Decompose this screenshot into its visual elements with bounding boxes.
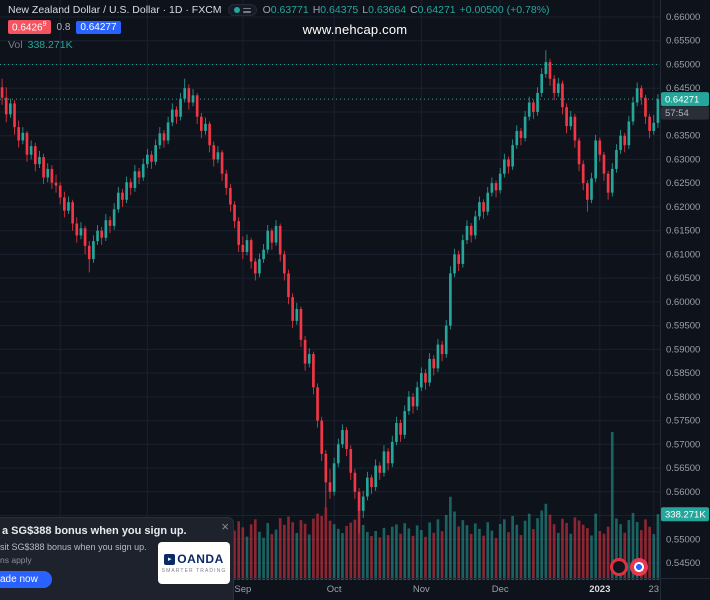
ad-cta-button[interactable]: ade now: [0, 571, 52, 588]
ad-subline: sit SG$388 bonus when you sign up.: [0, 542, 147, 552]
legend-menu-icon: [242, 7, 251, 13]
svg-text:0.63500: 0.63500: [666, 131, 700, 142]
low-label: L: [362, 4, 369, 16]
widget-ring-icon[interactable]: [610, 558, 628, 576]
svg-text:0.64500: 0.64500: [666, 83, 700, 94]
svg-text:0.64271: 0.64271: [665, 95, 699, 106]
symbol-title[interactable]: New Zealand Dollar / U.S. Dollar · 1D · …: [8, 4, 222, 16]
svg-text:0.57000: 0.57000: [666, 439, 700, 450]
close-label: C: [410, 4, 418, 16]
legend-toggle[interactable]: [227, 4, 257, 16]
oanda-logo[interactable]: ▸ OANDA SMARTER TRADING: [158, 542, 230, 584]
close-value: 0.64271: [417, 4, 456, 16]
widget-target-icon[interactable]: [630, 558, 648, 576]
svg-text:0.60000: 0.60000: [666, 297, 700, 308]
ad-banner[interactable]: × a SG$388 bonus when you sign up. sit S…: [0, 517, 234, 600]
low-value: 0.63664: [368, 4, 407, 16]
svg-text:Sep: Sep: [234, 584, 251, 595]
svg-text:2023: 2023: [589, 584, 610, 595]
svg-text:0.65000: 0.65000: [666, 59, 700, 70]
svg-text:0.60500: 0.60500: [666, 273, 700, 284]
svg-text:0.54500: 0.54500: [666, 558, 700, 569]
svg-text:23: 23: [648, 584, 659, 595]
svg-text:0.61000: 0.61000: [666, 249, 700, 260]
chart-legend: New Zealand Dollar / U.S. Dollar · 1D · …: [8, 4, 550, 51]
ad-close-button[interactable]: ×: [221, 519, 229, 534]
ad-terms: ns apply: [0, 555, 32, 565]
open-label: O: [262, 4, 271, 16]
spread-value: 0.8: [56, 21, 71, 33]
svg-text:0.63000: 0.63000: [666, 154, 700, 165]
oanda-brand-text: OANDA: [177, 552, 224, 566]
svg-text:57:54: 57:54: [665, 108, 689, 119]
svg-text:0.66000: 0.66000: [666, 12, 700, 23]
watermark: www.nehcap.com: [302, 22, 408, 37]
svg-text:0.55000: 0.55000: [666, 534, 700, 545]
change-value: +0.00500 (+0.78%): [459, 4, 550, 16]
svg-text:Nov: Nov: [413, 584, 430, 595]
svg-text:Dec: Dec: [492, 584, 509, 595]
bid-superscript: 9: [42, 21, 47, 28]
ad-headline: a SG$388 bonus when you sign up.: [2, 525, 187, 537]
svg-text:0.59000: 0.59000: [666, 344, 700, 355]
svg-text:0.56000: 0.56000: [666, 487, 700, 498]
ohlc-readout: O0.63771 H0.64375 L0.63664 C0.64271 +0.0…: [263, 4, 550, 16]
market-status-icon: [233, 7, 240, 13]
overlay-widgets: [610, 558, 648, 576]
bid-price-badge[interactable]: 0.64269: [8, 20, 51, 35]
svg-text:338.271K: 338.271K: [665, 510, 706, 521]
svg-text:0.58000: 0.58000: [666, 392, 700, 403]
high-value: 0.64375: [320, 4, 359, 16]
oanda-tagline: SMARTER TRADING: [161, 568, 227, 574]
svg-text:0.61500: 0.61500: [666, 226, 700, 237]
volume-label: Vol: [8, 39, 23, 52]
volume-value: 338.271K: [27, 39, 73, 52]
ask-price-badge[interactable]: 0.64277: [76, 20, 121, 34]
svg-text:0.62500: 0.62500: [666, 178, 700, 189]
svg-text:0.56500: 0.56500: [666, 463, 700, 474]
svg-text:0.58500: 0.58500: [666, 368, 700, 379]
oanda-logo-icon: ▸: [164, 553, 176, 565]
open-value: 0.63771: [270, 4, 309, 16]
svg-text:0.59500: 0.59500: [666, 321, 700, 332]
svg-text:0.57500: 0.57500: [666, 416, 700, 427]
high-label: H: [312, 4, 321, 16]
svg-text:Oct: Oct: [327, 584, 342, 595]
svg-text:0.62000: 0.62000: [666, 202, 700, 213]
svg-text:0.65500: 0.65500: [666, 36, 700, 47]
